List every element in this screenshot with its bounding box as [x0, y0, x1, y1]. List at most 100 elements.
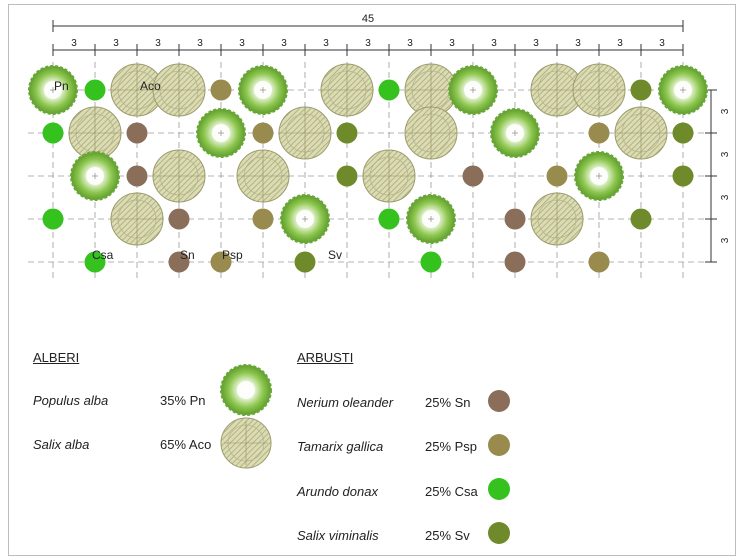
- salix-tree: [236, 149, 290, 203]
- tree-pct-populus: 35% Pn: [160, 393, 206, 408]
- salix-tree: [572, 63, 626, 117]
- shrub-csa: [84, 251, 106, 273]
- shrub-pct-csa: 25% Csa: [425, 484, 478, 499]
- shrub-psp: [546, 165, 568, 187]
- module-dim-label: 3: [659, 38, 665, 49]
- module-dim-label: 3: [239, 38, 245, 49]
- plant-labels: Pn Aco Csa Sn Psp Sv: [54, 79, 342, 262]
- populus-tree: [490, 108, 540, 158]
- shrub-csa: [378, 79, 400, 101]
- drawing-frame: [8, 4, 736, 556]
- shrub-csa: [420, 251, 442, 273]
- shrub-pct-sv: 25% Sv: [425, 528, 470, 543]
- shrub-sn: [504, 208, 526, 230]
- label-csa: Csa: [92, 248, 114, 262]
- shrub-sv: [630, 79, 652, 101]
- shrub-csa: [42, 208, 64, 230]
- shrub-psp: [588, 251, 610, 273]
- shrub-sv: [672, 122, 694, 144]
- shrub-species-nerium: Nerium oleander: [297, 395, 394, 410]
- label-sv: Sv: [328, 248, 342, 262]
- module-dim-label: 3: [281, 38, 287, 49]
- salix-tree: [152, 63, 206, 117]
- populus-tree: [238, 65, 288, 115]
- row-dim-label: 3: [720, 237, 731, 243]
- salix-tree-icon: [220, 417, 272, 469]
- shrub-sn: [462, 165, 484, 187]
- populus-tree: [196, 108, 246, 158]
- shrub-species-salix-viminalis: Salix viminalis: [297, 528, 379, 543]
- shrub-sv: [336, 122, 358, 144]
- populus-tree: [448, 65, 498, 115]
- module-dim-label: 3: [113, 38, 119, 49]
- overall-dimension-label: 45: [362, 13, 374, 25]
- shrub-sv: [630, 208, 652, 230]
- module-dimensions: 3 3 3 3 3 3 3 3 3 3 3 3 3 3 3: [52, 38, 684, 56]
- salix-tree: [152, 149, 206, 203]
- shrub-psp: [210, 251, 232, 273]
- row-dim-label: 3: [720, 108, 731, 114]
- shrub-sv: [336, 165, 358, 187]
- module-dim-label: 3: [365, 38, 371, 49]
- shrub-sn: [126, 165, 148, 187]
- shrub-species-arundo: Arundo donax: [297, 484, 378, 499]
- module-dim-label: 3: [491, 38, 497, 49]
- salix-tree: [362, 149, 416, 203]
- populus-tree: [70, 151, 120, 201]
- salix-tree: [404, 106, 458, 160]
- shrubs-legend-title: ARBUSTI: [297, 350, 354, 365]
- tree-species-salix: Salix alba: [33, 437, 90, 452]
- shrub-dot-sv: [488, 522, 510, 544]
- shrub-psp: [588, 122, 610, 144]
- module-dim-label: 3: [617, 38, 623, 49]
- row-dim-label: 3: [720, 151, 731, 157]
- shrub-csa: [42, 122, 64, 144]
- label-psp: Psp: [222, 248, 243, 262]
- populus-tree: [406, 194, 456, 244]
- populus-tree-icon: [220, 364, 272, 416]
- populus-tree: [280, 194, 330, 244]
- row-dimensions: 3 3 3 3: [705, 89, 731, 263]
- shrub-dot-psp: [488, 434, 510, 456]
- populus-tree: [658, 65, 708, 115]
- shrub-species-tamarix: Tamarix gallica: [297, 439, 384, 454]
- module-dim-label: 3: [407, 38, 413, 49]
- module-dim-label: 3: [575, 38, 581, 49]
- module-dim-label: 3: [323, 38, 329, 49]
- populus-tree: [574, 151, 624, 201]
- row-dim-label: 3: [720, 194, 731, 200]
- label-sn: Sn: [180, 248, 195, 262]
- salix-tree: [278, 106, 332, 160]
- shrub-sn: [168, 208, 190, 230]
- shrub-csa: [84, 79, 106, 101]
- salix-tree: [614, 106, 668, 160]
- label-pn: Pn: [54, 79, 69, 93]
- tree-pct-salix: 65% Aco: [160, 437, 212, 452]
- trees-legend-title: ALBERI: [33, 350, 80, 365]
- overall-dimension: 45: [52, 13, 684, 32]
- shrub-sv: [294, 251, 316, 273]
- shrub-sn: [168, 251, 190, 273]
- shrub-psp: [252, 122, 274, 144]
- label-aco: Aco: [140, 79, 161, 93]
- module-dim-label: 3: [155, 38, 161, 49]
- shrub-psp: [252, 208, 274, 230]
- shrub-sn: [504, 251, 526, 273]
- shrub-pct-psp: 25% Psp: [425, 439, 478, 454]
- shrub-sn: [126, 122, 148, 144]
- tree-species-populus: Populus alba: [33, 393, 109, 408]
- module-dim-label: 3: [449, 38, 455, 49]
- shrub-pct-sn: 25% Sn: [425, 395, 471, 410]
- shrub-psp: [210, 79, 232, 101]
- shrub-dot-sn: [488, 390, 510, 412]
- populus-tree: [28, 65, 78, 115]
- module-dim-label: 3: [197, 38, 203, 49]
- module-dim-label: 3: [533, 38, 539, 49]
- salix-tree: [320, 63, 374, 117]
- plants-layer: [28, 63, 708, 273]
- shrub-sv: [672, 165, 694, 187]
- shrub-dot-csa: [488, 478, 510, 500]
- salix-tree: [110, 192, 164, 246]
- module-dim-label: 3: [71, 38, 77, 49]
- planting-plan: 45 3 3 3 3 3 3 3 3 3 3 3 3 3 3 3 3 3 3 3 Pn Aco Csa Sn Ps…: [28, 13, 731, 282]
